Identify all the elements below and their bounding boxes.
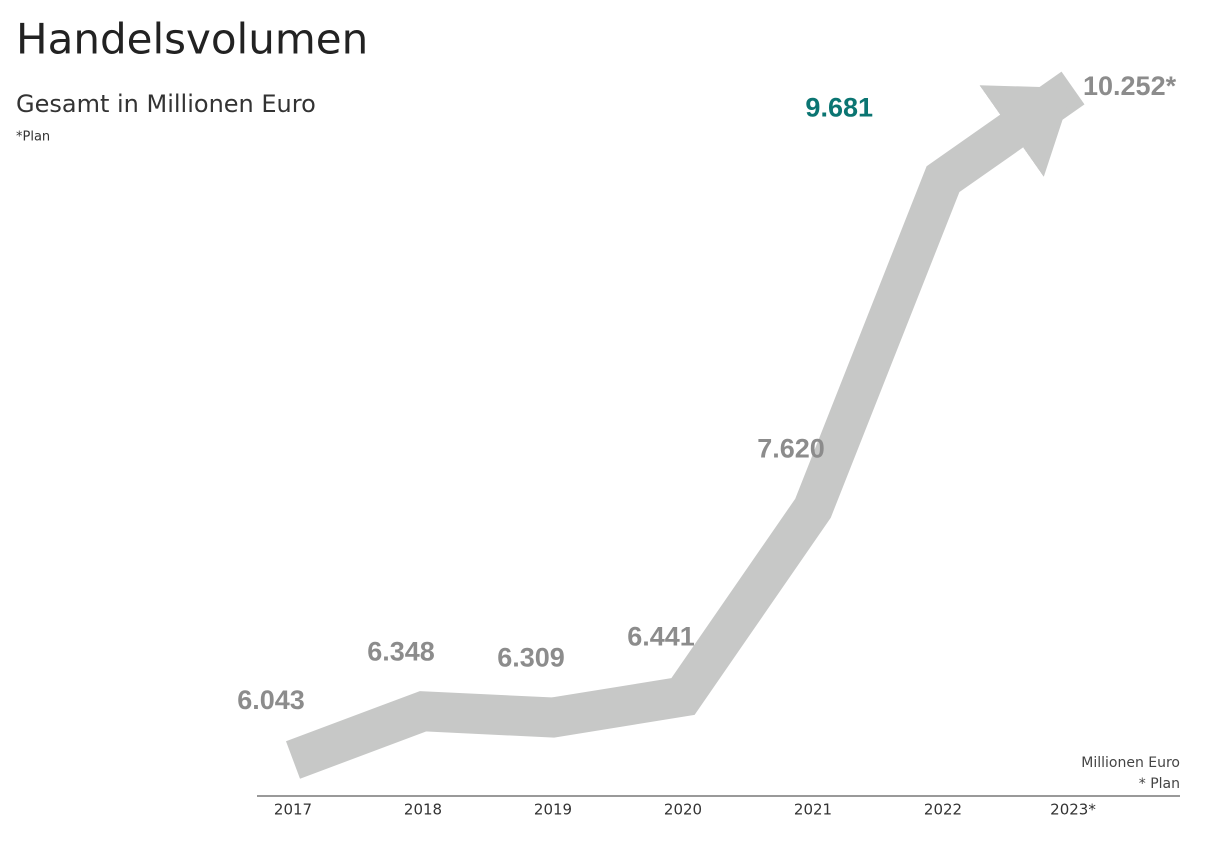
title: Handelsvolumen <box>16 15 368 64</box>
x-tick-label: 2022 <box>924 801 962 819</box>
footnote: * Plan <box>1139 776 1180 792</box>
x-tick-label: 2017 <box>274 801 312 819</box>
value-label: 6.441 <box>627 622 695 652</box>
value-label: 10.252* <box>1083 71 1177 101</box>
x-tick-label: 2021 <box>794 801 832 819</box>
x-tick-label: 2018 <box>404 801 442 819</box>
unit-label: Millionen Euro <box>1081 755 1180 771</box>
trend-arrow <box>285 71 1085 779</box>
value-label: 7.620 <box>757 433 825 463</box>
x-tick-label: 2019 <box>534 801 572 819</box>
x-tick-label: 2023* <box>1050 801 1096 819</box>
x-tick-label: 2020 <box>664 801 702 819</box>
value-label: 6.309 <box>497 643 565 673</box>
highlight-value-label: 9.681 <box>805 92 873 122</box>
note: *Plan <box>16 130 50 145</box>
value-label: 6.043 <box>237 685 305 715</box>
subtitle: Gesamt in Millionen Euro <box>16 90 316 118</box>
value-label: 6.348 <box>367 636 435 666</box>
